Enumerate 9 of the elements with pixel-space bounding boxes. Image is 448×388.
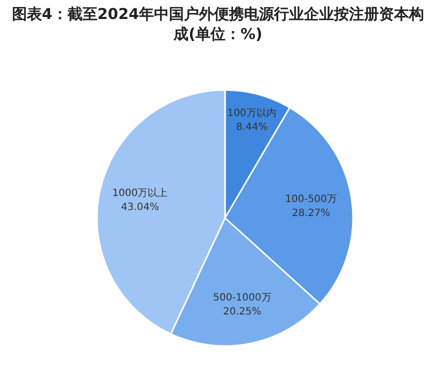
data-label: 8.44%	[236, 122, 268, 134]
slice-label: 500-1000万	[213, 292, 272, 304]
data-label: 28.27%	[292, 208, 330, 219]
data-label: 43.04%	[120, 202, 160, 214]
slice-label: 100-500万	[285, 194, 337, 205]
slice-label: 1000万以上	[112, 187, 168, 200]
chart-title: 图表4：截至2024年中国户外便携电源行业企业按注册资本构成(单位：%)	[10, 4, 426, 44]
data-label: 20.25%	[223, 306, 262, 318]
slice-label: 100万以内	[227, 107, 276, 120]
